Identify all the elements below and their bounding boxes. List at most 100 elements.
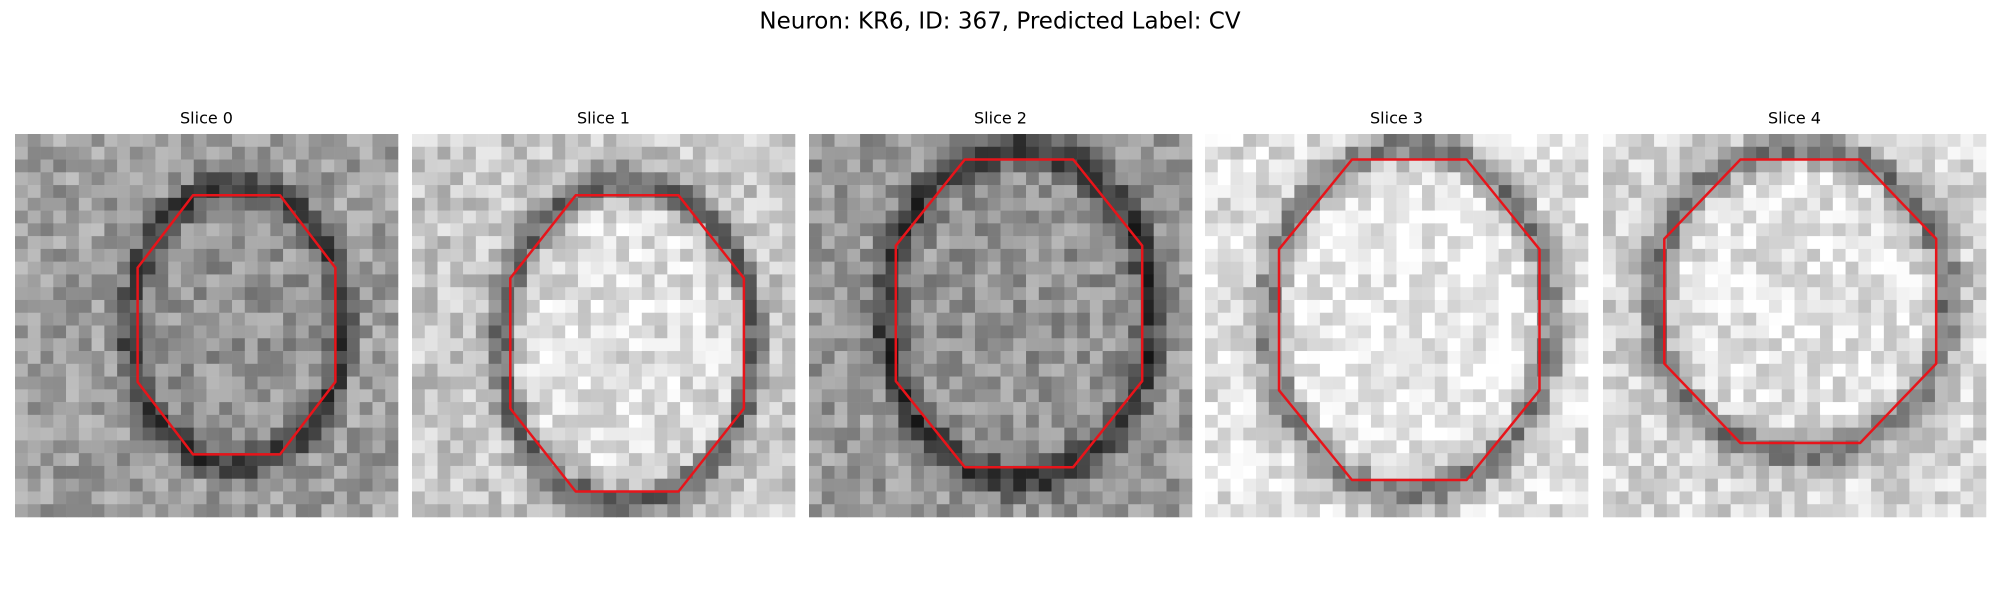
pixel [1140, 210, 1154, 224]
pixel [1153, 351, 1167, 365]
pixel [437, 134, 451, 148]
pixel [987, 146, 1001, 160]
pixel [1934, 325, 1948, 339]
pixel [1536, 427, 1550, 441]
pixel [1179, 197, 1193, 211]
pixel [1794, 465, 1808, 479]
pixel [308, 453, 322, 467]
pixel [1140, 185, 1154, 199]
pixel [1705, 376, 1719, 390]
pixel [1294, 287, 1308, 301]
pixel [40, 351, 54, 365]
pixel [1832, 223, 1846, 237]
pixel [847, 223, 861, 237]
pixel [654, 236, 668, 250]
pixel [334, 210, 348, 224]
pixel [821, 287, 835, 301]
pixel [1013, 236, 1027, 250]
pixel [872, 312, 886, 326]
pixel [1858, 440, 1872, 454]
pixel [308, 274, 322, 288]
pixel [1654, 440, 1668, 454]
pixel [1230, 248, 1244, 262]
pixel [1794, 210, 1808, 224]
pixel [782, 465, 796, 479]
pixel [1140, 146, 1154, 160]
pixel [257, 363, 271, 377]
pixel [117, 389, 131, 403]
pixel [257, 402, 271, 416]
pixel [412, 223, 426, 237]
pixel [1038, 325, 1052, 339]
pixel [1947, 427, 1961, 441]
pixel [756, 453, 770, 467]
pixel [257, 376, 271, 390]
pixel [923, 504, 937, 518]
pixel [1217, 427, 1231, 441]
pixel [66, 325, 80, 339]
pixel [1603, 146, 1617, 160]
pixel [1756, 312, 1770, 326]
pixel [1883, 248, 1897, 262]
pixel [1511, 478, 1525, 492]
pixel [834, 248, 848, 262]
pixel [1692, 248, 1706, 262]
pixel [1628, 134, 1642, 148]
pixel [936, 223, 950, 237]
pixel [1705, 299, 1719, 314]
pixel [1294, 440, 1308, 454]
pixel [1536, 465, 1550, 479]
pixel [66, 134, 80, 148]
pixel [270, 210, 284, 224]
pixel [1654, 363, 1668, 377]
pixel [1217, 491, 1231, 505]
pixel [552, 159, 566, 173]
pixel [1358, 491, 1372, 505]
pixel [731, 274, 745, 288]
pixel [1166, 504, 1180, 518]
pixel [53, 223, 67, 237]
pixel [1077, 210, 1091, 224]
pixel [756, 338, 770, 352]
pixel [346, 363, 360, 377]
pixel [1230, 414, 1244, 428]
pixel [821, 146, 835, 160]
pixel [1768, 299, 1783, 314]
pixel [1820, 389, 1834, 403]
pixel [1077, 185, 1091, 199]
pixel [1871, 134, 1885, 148]
pixel [974, 172, 989, 186]
pixel [962, 325, 976, 339]
pixel [1128, 274, 1142, 288]
pixel [1883, 236, 1897, 250]
pixel [1922, 338, 1936, 352]
pixel [872, 376, 886, 390]
pixel [1051, 491, 1065, 505]
pixel [424, 363, 438, 377]
pixel [1345, 389, 1359, 403]
pixel [898, 172, 912, 186]
pixel [1692, 325, 1706, 339]
pixel [257, 453, 271, 467]
pixel [1679, 146, 1693, 160]
pixel [295, 236, 309, 250]
pixel [1845, 478, 1859, 492]
pixel [731, 312, 745, 326]
pixel [936, 325, 950, 339]
pixel [270, 274, 284, 288]
pixel [117, 376, 131, 390]
pixel [731, 185, 745, 199]
pixel [1089, 402, 1103, 416]
pixel [1641, 414, 1655, 428]
pixel [1896, 402, 1910, 416]
pixel [1396, 440, 1410, 454]
pixel [680, 223, 694, 237]
pixel [1332, 236, 1346, 250]
pixel [1692, 261, 1706, 275]
pixel [1434, 491, 1448, 505]
pixel [15, 299, 29, 314]
pixel [104, 504, 118, 518]
pixel [232, 197, 246, 211]
pixel [962, 491, 976, 505]
pixel [104, 185, 118, 199]
